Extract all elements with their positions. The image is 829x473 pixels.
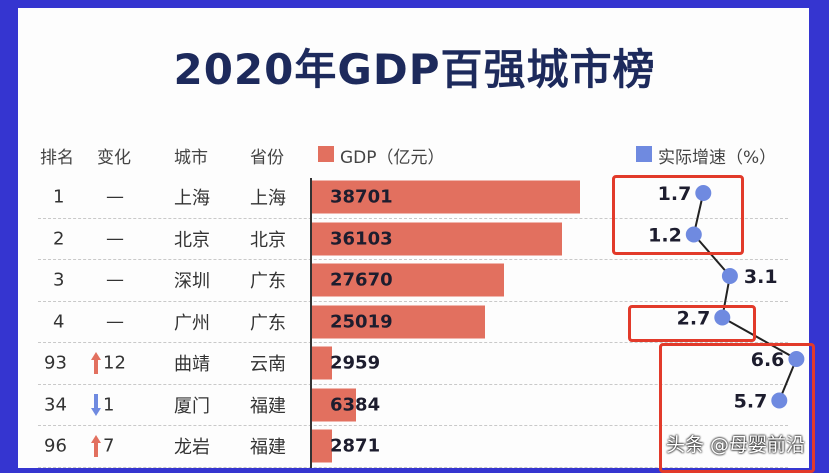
change-cell: 7 [103, 435, 115, 457]
header-rank: 排名 [40, 148, 74, 168]
gdp-bar [312, 346, 333, 380]
province-cell: 上海 [250, 188, 286, 209]
gdp-bar [312, 305, 486, 338]
change-cell: — [106, 228, 124, 249]
city-cell: 厦门 [174, 395, 210, 417]
header-city: 城市 [174, 148, 208, 168]
city-cell: 上海 [174, 188, 210, 209]
growth-point [714, 309, 731, 326]
gdp-bar [312, 263, 504, 297]
city-cell: 曲靖 [174, 354, 210, 375]
gdp-value-label: 36103 [330, 228, 393, 249]
page-title: 2020年GDP百强城市榜 [173, 45, 656, 94]
growth-point [685, 226, 702, 243]
growth-value-label: 5.7 [734, 391, 768, 413]
gdp-value-label: 38701 [330, 186, 393, 208]
highlight-box [628, 305, 756, 342]
header-change: 变化 [97, 148, 131, 168]
arrow-up-icon [91, 435, 101, 457]
gdp-bar [312, 222, 562, 255]
row-divider [38, 259, 788, 260]
row-divider [38, 466, 788, 468]
province-cell: 北京 [250, 229, 286, 251]
growth-point [771, 392, 788, 409]
row-divider [38, 425, 788, 426]
province-cell: 福建 [250, 395, 286, 417]
city-cell: 龙岩 [174, 437, 210, 458]
row-divider [38, 342, 788, 343]
change-cell: — [106, 269, 124, 291]
header-growth: 实际增速（%） [658, 148, 777, 168]
watermark: 头条 @母婴前沿 [666, 434, 806, 456]
change-cell: — [106, 311, 124, 332]
gdp-value-label: 2871 [330, 435, 381, 457]
growth-value-label: 6.6 [751, 349, 785, 371]
province-cell: 广东 [250, 312, 286, 334]
rank-cell: 3 [53, 269, 65, 291]
growth-value-label: 1.2 [648, 225, 682, 247]
rank-cell: 34 [44, 394, 67, 415]
highlight-box [612, 175, 744, 255]
arrow-up-icon [91, 352, 101, 374]
rank-cell: 1 [53, 186, 65, 208]
change-cell: 12 [103, 352, 126, 374]
city-cell: 深圳 [174, 271, 210, 292]
province-cell: 福建 [250, 437, 286, 458]
gdp-legend-swatch [318, 146, 334, 162]
province-cell: 云南 [250, 354, 286, 375]
row-divider [38, 300, 788, 302]
rank-cell: 4 [53, 311, 65, 332]
gdp-bar [312, 429, 332, 463]
change-cell: — [106, 186, 124, 208]
gdp-bar [312, 388, 357, 421]
rank-cell: 2 [53, 228, 65, 249]
growth-value-label: 2.7 [677, 308, 711, 330]
gdp-value-label: 25019 [330, 311, 393, 332]
arrow-down-icon [91, 393, 101, 416]
growth-point [788, 351, 805, 367]
growth-value-label: 3.1 [744, 266, 778, 288]
gdp-value-label: 6384 [330, 394, 381, 415]
gdp-value-label: 27670 [330, 269, 393, 291]
header-province: 省份 [250, 148, 284, 168]
growth-legend-swatch [636, 146, 652, 162]
change-cell: 1 [103, 394, 115, 415]
growth-value-label: 1.7 [658, 183, 692, 205]
header-gdp: GDP（亿元） [340, 148, 445, 168]
gdp-axis [310, 178, 312, 468]
city-cell: 广州 [174, 312, 210, 334]
city-cell: 北京 [174, 229, 210, 251]
rank-cell: 96 [44, 435, 67, 457]
growth-point [695, 185, 712, 201]
row-divider [38, 217, 788, 219]
gdp-value-label: 2959 [330, 352, 381, 374]
rank-cell: 93 [44, 352, 67, 374]
province-cell: 广东 [250, 271, 286, 292]
row-divider [38, 383, 788, 385]
growth-point [721, 268, 738, 284]
gdp-bar [312, 180, 580, 214]
